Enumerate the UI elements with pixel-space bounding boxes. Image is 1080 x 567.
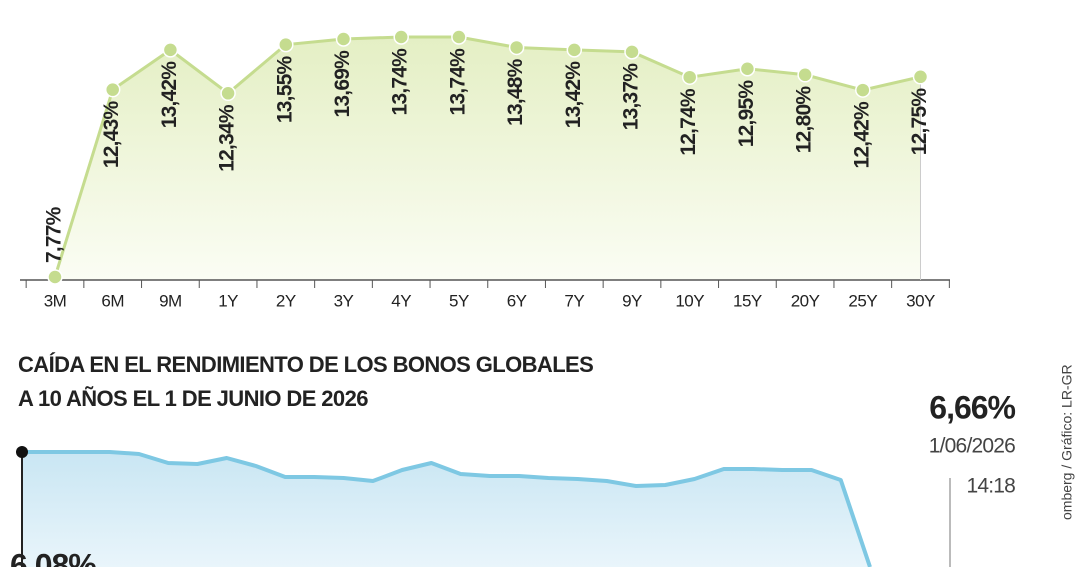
point — [220, 85, 236, 102]
last-value: 6,66% — [929, 389, 1015, 425]
value-label: 13,74% — [389, 48, 412, 116]
value-label: 13,42% — [562, 61, 585, 129]
point — [624, 44, 640, 60]
x-tick-label: 1Y — [218, 291, 238, 310]
point — [451, 29, 467, 45]
x-tick-label: 2Y — [276, 291, 296, 310]
point — [508, 39, 525, 56]
value-label: 7,77% — [43, 206, 66, 263]
value-label: 13,37% — [620, 63, 643, 131]
x-tick-label: 9M — [159, 291, 182, 310]
value-label: 12,74% — [677, 88, 700, 156]
point — [104, 81, 121, 98]
x-tick-label: 15Y — [733, 291, 762, 310]
x-tick-label: 30Y — [906, 291, 935, 310]
line — [53, 35, 921, 278]
x-tick-label: 6Y — [507, 291, 527, 310]
time: 14:18 — [966, 475, 1015, 498]
value-label: 12,80% — [793, 86, 816, 154]
point — [739, 61, 756, 77]
point — [855, 82, 871, 98]
x-tick-label: 3Y — [334, 291, 354, 310]
point — [912, 69, 929, 85]
point — [162, 42, 179, 58]
chart-title: A 10 AÑOS EL 1 DE JUNIO DE 2026 — [18, 386, 368, 411]
area-fill — [55, 37, 921, 280]
x-tick-label: 6M — [101, 291, 124, 310]
chart-title: CAÍDA EN EL RENDIMIENTO DE LOS BONOS GLO… — [18, 352, 593, 377]
value-label: 13,69% — [331, 50, 354, 118]
source: omberg / Gráfico: LR-GR — [1059, 364, 1075, 520]
value-label: 13,55% — [273, 56, 296, 124]
x-tick-label: 4Y — [391, 291, 411, 310]
x-tick-label: 3M — [44, 291, 67, 310]
start-point — [16, 446, 28, 458]
value-label: 12,95% — [735, 80, 758, 148]
value-label: 13,74% — [446, 48, 469, 116]
value-label: 12,75% — [908, 88, 931, 156]
point — [278, 36, 294, 53]
value-label: 12,42% — [850, 101, 873, 169]
value-label: 13,48% — [504, 58, 527, 126]
x-tick-label: 25Y — [848, 291, 877, 310]
x-tick-label: 10Y — [675, 291, 704, 310]
point — [393, 29, 409, 45]
point — [566, 42, 583, 58]
start-value: 6,08% — [10, 547, 96, 567]
point — [47, 269, 63, 285]
x-tick-label: 20Y — [791, 291, 820, 310]
point — [797, 67, 813, 83]
date: 1/06/2026 — [929, 435, 1015, 458]
area-fill — [22, 452, 870, 567]
value-label: 12,34% — [216, 104, 239, 172]
point — [335, 31, 352, 47]
value-label: 12,43% — [100, 101, 123, 169]
value-label: 13,42% — [158, 61, 181, 129]
x-tick-label: 7Y — [564, 291, 584, 310]
x-tick-label: 5Y — [449, 291, 469, 310]
line — [22, 450, 872, 567]
x-tick-label: 9Y — [622, 291, 642, 310]
point — [681, 69, 698, 85]
